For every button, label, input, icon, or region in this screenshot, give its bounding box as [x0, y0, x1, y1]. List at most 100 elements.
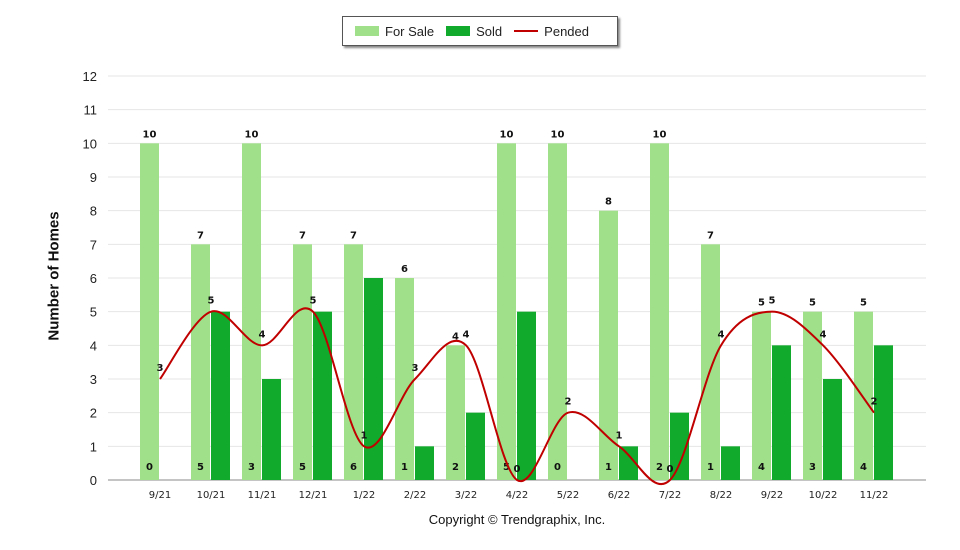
- data-label-for-sale: 10: [551, 129, 565, 140]
- data-label-pended: 4: [820, 329, 827, 340]
- data-label-for-sale: 7: [197, 230, 204, 241]
- data-label-sold: 2: [452, 462, 459, 473]
- bar-for-sale: [497, 143, 516, 481]
- bar-sold: [874, 345, 893, 480]
- data-label-pended: 3: [412, 363, 419, 374]
- data-label-sold: 3: [809, 462, 816, 473]
- bar-for-sale: [242, 143, 261, 481]
- data-label-sold: 1: [707, 462, 714, 473]
- legend-item-for-sale: For Sale: [355, 24, 434, 39]
- bar-sold: [211, 311, 230, 480]
- x-tick-label: 9/21: [149, 490, 171, 501]
- data-label-sold: 1: [605, 462, 612, 473]
- legend-label-pended: Pended: [544, 23, 589, 39]
- data-label-pended: 4: [259, 329, 266, 340]
- data-label-for-sale: 5: [758, 298, 765, 309]
- y-tick-label: 10: [83, 136, 97, 151]
- bar-sold: [670, 412, 689, 480]
- bar-for-sale: [650, 143, 669, 481]
- bar-sold: [313, 311, 332, 480]
- x-tick-label: 11/22: [860, 490, 889, 501]
- bar-for-sale: [191, 244, 210, 480]
- data-label-sold: 5: [299, 462, 306, 473]
- y-tick-label: 12: [83, 69, 97, 84]
- data-label-for-sale: 5: [860, 298, 867, 309]
- bar-sold: [772, 345, 791, 480]
- data-label-for-sale: 7: [350, 230, 357, 241]
- x-tick-label: 6/22: [608, 490, 630, 501]
- x-tick-label: 9/22: [761, 490, 783, 501]
- data-label-sold: 5: [503, 462, 510, 473]
- data-label-pended: 1: [361, 430, 368, 441]
- bar-for-sale: [803, 311, 822, 480]
- data-label-for-sale: 6: [401, 264, 408, 275]
- data-label-pended: 0: [514, 464, 521, 475]
- y-tick-label: 9: [90, 170, 97, 185]
- for-sale-swatch: [355, 26, 379, 36]
- sold-swatch: [446, 26, 471, 36]
- bar-sold: [517, 311, 536, 480]
- data-label-for-sale: 10: [653, 129, 667, 140]
- y-axis-label: Number of Homes: [45, 211, 63, 341]
- data-label-pended: 0: [667, 464, 674, 475]
- data-label-for-sale: 10: [500, 129, 514, 140]
- x-tick-label: 2/22: [404, 490, 426, 501]
- line-pended: [159, 307, 875, 486]
- bar-sold: [262, 379, 281, 480]
- data-label-pended: 3: [157, 363, 164, 374]
- bar-for-sale: [293, 244, 312, 480]
- legend-label-sold: Sold: [476, 23, 503, 39]
- bar-for-sale: [395, 278, 414, 480]
- data-label-sold: 4: [758, 462, 765, 473]
- x-tick-label: 7/22: [659, 490, 681, 501]
- data-label-for-sale: 5: [809, 298, 816, 309]
- data-label-sold: 0: [146, 462, 153, 473]
- bar-for-sale: [548, 143, 567, 481]
- bar-for-sale: [599, 210, 618, 480]
- data-label-for-sale: 10: [245, 129, 259, 140]
- x-tick-label: 8/22: [710, 490, 732, 501]
- y-tick-label: 11: [84, 103, 98, 118]
- bar-sold: [364, 278, 383, 480]
- x-tick-label: 12/21: [299, 490, 328, 501]
- data-label-pended: 5: [769, 296, 776, 307]
- data-label-pended: 4: [463, 329, 470, 340]
- data-label-for-sale: 8: [605, 197, 612, 208]
- data-label-sold: 0: [554, 462, 561, 473]
- bar-for-sale: [344, 244, 363, 480]
- chart-legend: For Sale Sold Pended: [342, 16, 618, 46]
- data-label-pended: 5: [310, 296, 317, 307]
- bar-sold: [823, 379, 842, 480]
- legend-item-sold: Sold: [446, 24, 502, 39]
- x-tick-label: 3/22: [455, 490, 477, 501]
- data-label-pended: 4: [718, 329, 725, 340]
- legend-item-pended: Pended: [514, 24, 589, 39]
- y-tick-label: 4: [90, 338, 97, 353]
- bar-for-sale: [140, 143, 159, 481]
- x-tick-label: 4/22: [506, 490, 528, 501]
- bar-for-sale: [752, 311, 771, 480]
- data-label-pended: 5: [208, 296, 215, 307]
- y-tick-label: 1: [90, 439, 97, 454]
- x-tick-label: 10/22: [809, 490, 838, 501]
- y-tick-label: 6: [90, 271, 97, 286]
- data-label-sold: 2: [656, 462, 663, 473]
- pended-swatch: [514, 30, 539, 32]
- data-label-sold: 4: [860, 462, 867, 473]
- x-tick-label: 5/22: [557, 490, 579, 501]
- bar-sold: [721, 446, 740, 480]
- x-tick-label: 10/21: [197, 490, 226, 501]
- data-label-sold: 5: [197, 462, 204, 473]
- bar-sold: [619, 446, 638, 480]
- x-tick-label: 1/22: [353, 490, 375, 501]
- data-label-for-sale: 10: [143, 129, 157, 140]
- bar-for-sale: [446, 345, 465, 480]
- y-tick-label: 3: [90, 372, 97, 387]
- y-tick-label: 5: [90, 305, 97, 320]
- data-label-pended: 2: [565, 397, 572, 408]
- legend-label-for-sale: For Sale: [385, 23, 435, 39]
- data-label-for-sale: 7: [299, 230, 306, 241]
- y-tick-label: 0: [90, 473, 97, 488]
- y-tick-label: 8: [90, 204, 97, 219]
